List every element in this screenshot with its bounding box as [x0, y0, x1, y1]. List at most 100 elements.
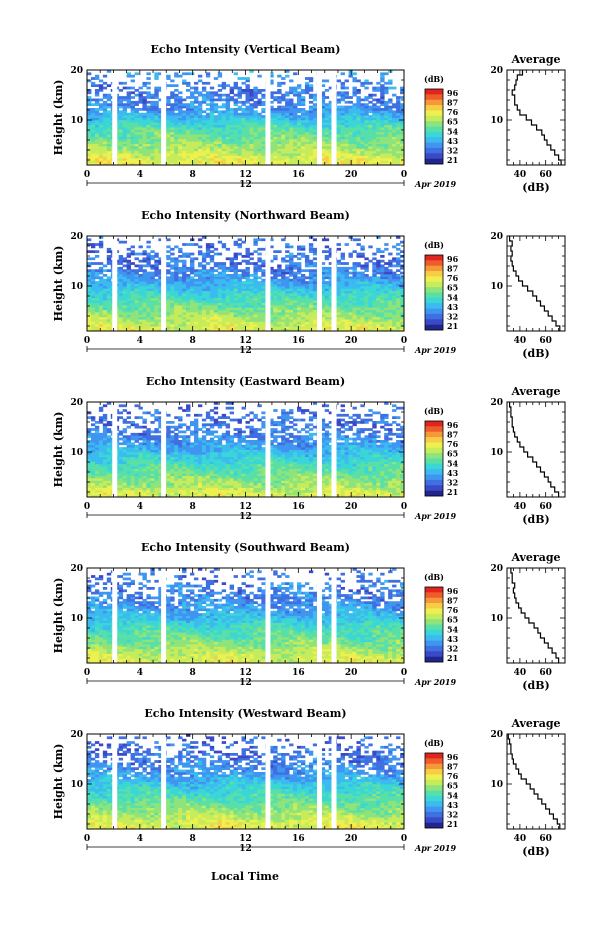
heatmap-cell: [166, 302, 171, 306]
heatmap-cell: [142, 138, 147, 142]
heatmap-cell: [277, 108, 282, 111]
heatmap-cell: [360, 278, 365, 282]
heatmap-cell: [106, 157, 112, 161]
heatmap-cell: [233, 100, 238, 104]
heatmap-cell: [249, 321, 254, 325]
heatmap-cell: [193, 91, 199, 95]
heatmap-cell: [320, 112, 326, 116]
heatmap-cell: [146, 112, 151, 116]
heatmap-cell: [281, 96, 286, 99]
heatmap-cell: [344, 146, 349, 149]
heatmap-cell: [273, 155, 278, 159]
heatmap-cell: [154, 314, 159, 318]
heatmap-cell: [146, 143, 151, 147]
heatmap-cell: [166, 96, 171, 99]
heatmap-cell: [138, 269, 143, 273]
heatmap-cell: [126, 112, 131, 116]
heatmap-cell: [106, 304, 112, 308]
heatmap-cell: [376, 131, 381, 135]
heatmap-cell: [142, 153, 147, 156]
heatmap-cell: [328, 247, 334, 251]
heatmap-cell: [158, 146, 163, 149]
heatmap-cell: [241, 100, 246, 104]
heatmap-cell: [225, 160, 231, 164]
heatmap-cell: [197, 297, 203, 301]
heatmap-cell: [348, 314, 353, 318]
heatmap-cell: [249, 290, 254, 294]
heatmap-cell: [328, 160, 334, 164]
heatmap-cell: [241, 134, 246, 137]
heatmap-cell: [170, 160, 175, 164]
heatmap-cell: [221, 157, 227, 161]
heatmap-cell: [197, 124, 203, 128]
heatmap-cell: [388, 155, 393, 159]
heatmap-cell: [400, 146, 405, 149]
heatmap-cell: [241, 136, 246, 140]
heatmap-cell: [320, 146, 326, 149]
heatmap-cell: [87, 316, 92, 320]
heatmap-cell: [249, 316, 254, 320]
heatmap-cell: [320, 143, 326, 147]
heatmap-cell: [257, 115, 262, 118]
heatmap-cell: [150, 328, 155, 332]
heatmap-cell: [273, 138, 278, 142]
heatmap-cell: [225, 304, 231, 308]
heatmap-cell: [186, 134, 191, 137]
heatmap-cell: [122, 288, 128, 292]
heatmap-cell: [209, 266, 215, 270]
heatmap-cell: [368, 304, 373, 308]
heatmap-cell: [308, 146, 314, 149]
heatmap-cell: [368, 319, 373, 322]
heatmap-cell: [87, 288, 92, 292]
heatmap-cell: [213, 98, 219, 102]
heatmap-cell: [90, 319, 96, 322]
heatmap-cell: [396, 281, 401, 284]
profile-x-label: (dB): [522, 181, 549, 194]
heatmap-cell: [308, 285, 314, 289]
heatmap-cell: [328, 328, 334, 332]
heatmap-cell: [400, 278, 405, 282]
heatmap-cell: [170, 119, 175, 123]
heatmap-cell: [320, 134, 326, 137]
heatmap-cell: [94, 297, 100, 301]
heatmap-cell: [328, 283, 334, 287]
heatmap-cell: [158, 134, 163, 137]
heatmap-cell: [118, 323, 124, 327]
heatmap-cell: [158, 119, 163, 123]
heatmap-cell: [241, 153, 246, 156]
heatmap-cell: [364, 150, 369, 154]
heatmap-cell: [193, 326, 199, 330]
heatmap-cell: [352, 91, 357, 95]
heatmap-cell: [237, 321, 242, 325]
heatmap-cell: [340, 300, 345, 303]
heatmap-cell: [392, 86, 397, 90]
heatmap-cell: [392, 328, 397, 332]
heatmap-cell: [312, 115, 318, 118]
heatmap-cell: [237, 136, 242, 140]
heatmap-cell: [213, 316, 219, 320]
heatmap-cell: [225, 93, 231, 97]
heatmap-cell: [328, 321, 334, 325]
heatmap-cell: [297, 266, 302, 270]
heatmap-cell: [388, 269, 393, 273]
heatmap-cell: [348, 266, 353, 270]
heatmap-cell: [285, 74, 290, 78]
heatmap-cell: [277, 288, 282, 292]
heatmap-cell: [257, 100, 262, 104]
heatmap-cell: [126, 157, 131, 161]
heatmap-cell: [245, 150, 250, 154]
heatmap-cell: [170, 134, 175, 137]
heatmap-cell: [154, 283, 159, 287]
heatmap-cell: [130, 110, 135, 114]
heatmap-cell: [257, 328, 262, 332]
heatmap-cell: [285, 143, 290, 147]
heatmap-cell: [277, 81, 282, 85]
heatmap-cell: [134, 276, 139, 280]
heatmap-cell: [90, 250, 96, 254]
heatmap-cell: [392, 309, 397, 313]
heatmap-cell: [364, 326, 369, 330]
heatmap-cell: [146, 96, 151, 99]
heatmap-cell: [281, 269, 286, 273]
heatmap-cell: [221, 117, 227, 121]
heatmap-cell: [388, 124, 393, 128]
